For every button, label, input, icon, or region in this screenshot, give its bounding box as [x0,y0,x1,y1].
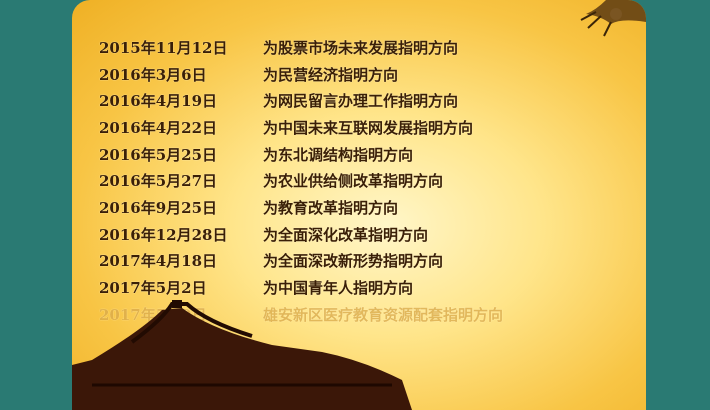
item-date: 2015年11月12日 [99,38,228,57]
content-panel: 2015年11月12日 为股票市场未来发展指明方向 2016年3月6日 为民营经… [72,0,646,410]
list-item: 2016年5月27日 为农业供给侧改革指明方向 [99,167,629,194]
list-item: 2016年9月25日 为教育改革指明方向 [99,194,629,221]
item-date: 2017年4月18日 [99,252,218,271]
list-item: 2016年4月22日 为中国未来互联网发展指明方向 [99,114,629,141]
item-date: 2016年3月6日 [99,65,207,84]
list-item: 2017年4月18日 为全面深改新形势指明方向 [99,248,629,275]
list-item: 2017年5月2日 为中国青年人指明方向 [99,274,629,301]
item-text: 为股票市场未来发展指明方向 [263,38,459,57]
item-text: 为全面深化改革指明方向 [263,225,429,244]
item-text: 为中国未来互联网发展指明方向 [263,118,474,137]
item-date: 2017年5月2日 [99,279,207,298]
list-item: 2015年11月12日 为股票市场未来发展指明方向 [99,34,629,61]
item-text: 雄安新区医疗教育资源配套指明方向 [263,305,504,324]
item-date: 2016年9月25日 [99,198,218,217]
item-text: 为网民留言办理工作指明方向 [263,92,459,111]
list-item: 2016年12月28日 为全面深化改革指明方向 [99,221,629,248]
item-text: 为全面深改新形势指明方向 [263,252,444,271]
list-item: 2016年5月25日 为东北调结构指明方向 [99,141,629,168]
item-date: 2016年4月19日 [99,92,218,111]
item-text: 为中国青年人指明方向 [263,279,414,298]
item-text: 为民营经济指明方向 [263,65,399,84]
item-date: 2016年5月27日 [99,172,218,191]
list-item: 2016年4月19日 为网民留言办理工作指明方向 [99,87,629,114]
item-date: 2016年12月28日 [99,225,228,244]
item-text: 为东北调结构指明方向 [263,145,414,164]
milestone-list: 2015年11月12日 为股票市场未来发展指明方向 2016年3月6日 为民营经… [99,34,629,328]
item-text: 为教育改革指明方向 [263,198,399,217]
item-text: 为农业供给侧改革指明方向 [263,172,444,191]
palace-roof-icon [72,300,412,410]
item-date: 2016年5月25日 [99,145,218,164]
pine-branch-icon [580,0,646,37]
list-item: 2016年3月6日 为民营经济指明方向 [99,61,629,88]
item-date: 2016年4月22日 [99,118,218,137]
